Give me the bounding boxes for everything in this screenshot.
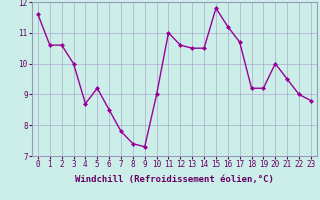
X-axis label: Windchill (Refroidissement éolien,°C): Windchill (Refroidissement éolien,°C) [75, 175, 274, 184]
